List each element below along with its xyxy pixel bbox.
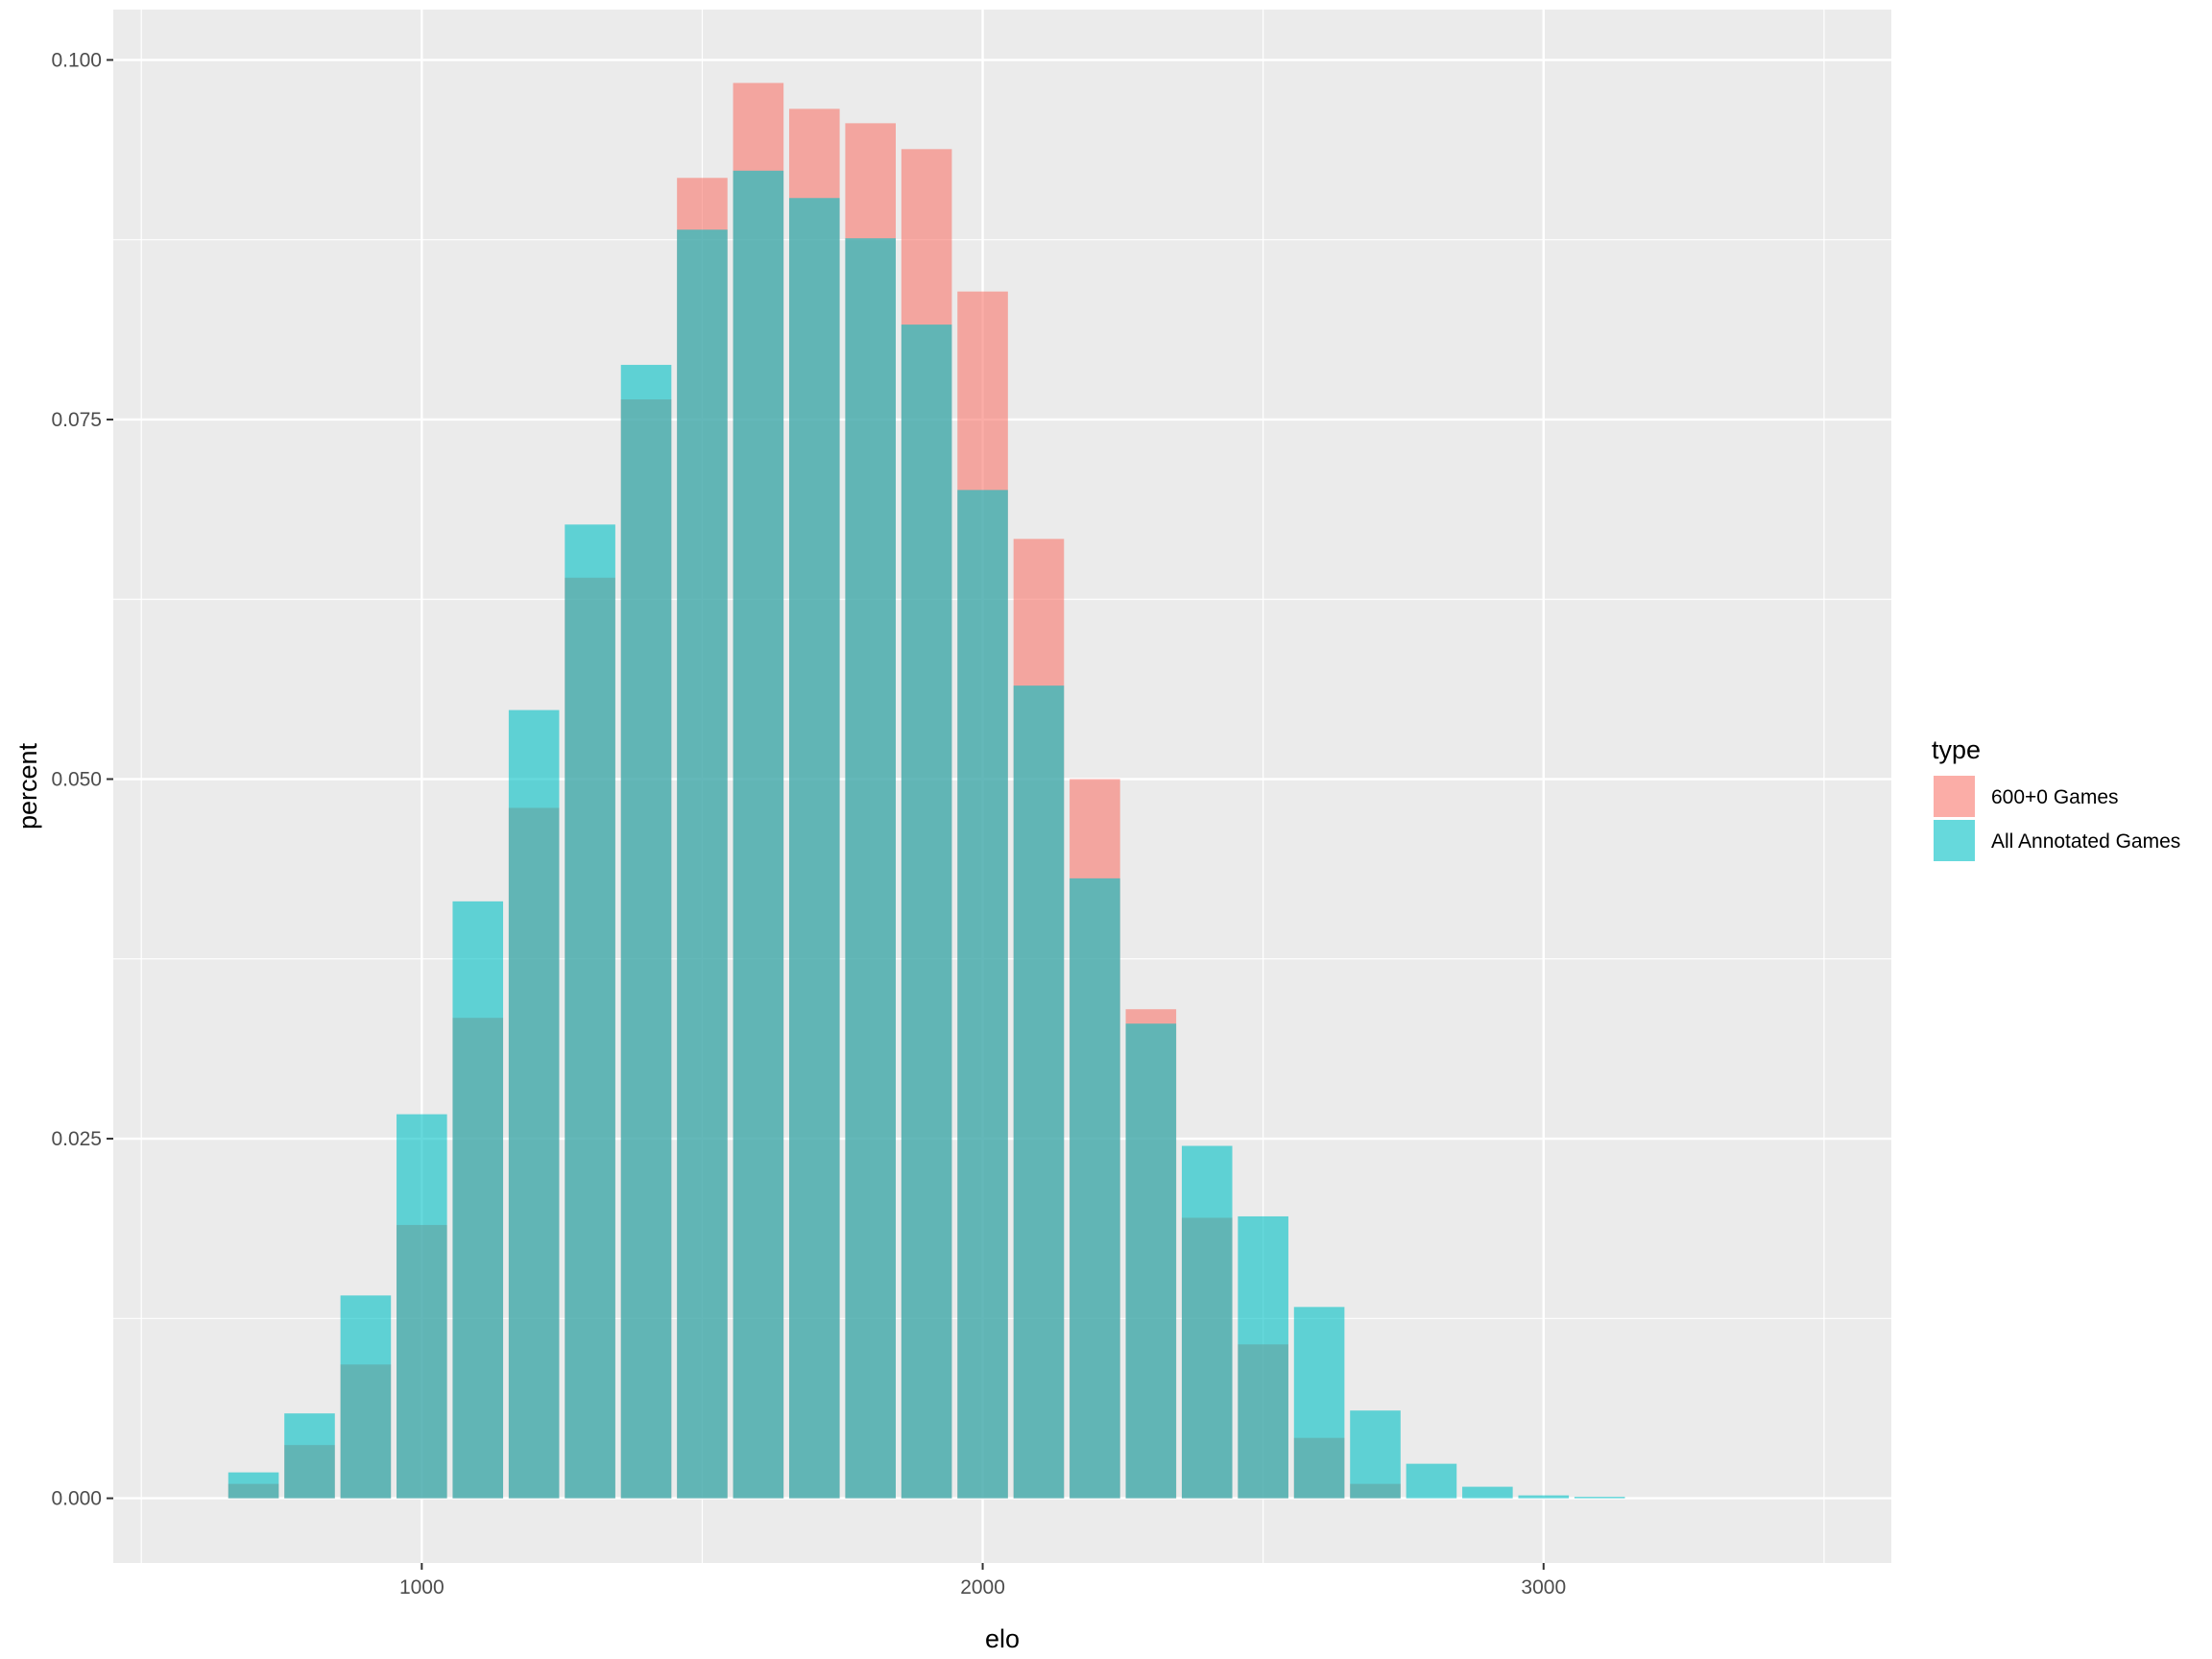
legend-key-all-annotated-games bbox=[1934, 820, 1975, 861]
x-tick-label: 2000 bbox=[960, 1576, 1005, 1599]
series-all-annotated-games bbox=[228, 170, 1625, 1499]
x-tick-label: 3000 bbox=[1521, 1576, 1566, 1599]
bar-all-annotated-games-3100 bbox=[1574, 1497, 1625, 1499]
legend-label-all-annotated-games: All Annotated Games bbox=[1991, 830, 2180, 853]
y-axis: 0.000 0.025 0.050 0.075 0.100 bbox=[51, 49, 113, 1510]
bar-all-annotated-games-2800 bbox=[1406, 1463, 1457, 1499]
bar-all-annotated-games-2400 bbox=[1181, 1145, 1233, 1499]
x-axis: 1000 2000 3000 bbox=[399, 1563, 1566, 1599]
bar-all-annotated-games-1100 bbox=[452, 901, 504, 1499]
y-tick-label: 0.050 bbox=[51, 769, 102, 791]
bar-all-annotated-games-1400 bbox=[620, 365, 672, 1499]
x-tick-label: 1000 bbox=[399, 1576, 445, 1599]
y-tick-label: 0.000 bbox=[51, 1488, 102, 1510]
bar-all-annotated-games-2500 bbox=[1238, 1215, 1288, 1499]
bar-all-annotated-games-2100 bbox=[1013, 685, 1065, 1499]
legend: type 600+0 Games All Annotated Games bbox=[1932, 735, 2180, 861]
bar-all-annotated-games-2200 bbox=[1070, 878, 1120, 1499]
bar-all-annotated-games-900 bbox=[340, 1295, 392, 1499]
bar-all-annotated-games-2600 bbox=[1293, 1307, 1345, 1499]
bar-all-annotated-games-2700 bbox=[1350, 1410, 1401, 1499]
legend-label-600-0-games: 600+0 Games bbox=[1991, 786, 2119, 808]
bar-all-annotated-games-1900 bbox=[901, 325, 952, 1499]
bar-all-annotated-games-700 bbox=[228, 1472, 279, 1499]
y-tick-label: 0.075 bbox=[51, 409, 102, 431]
bar-all-annotated-games-1700 bbox=[788, 198, 840, 1499]
y-tick-label: 0.025 bbox=[51, 1128, 102, 1150]
bar-all-annotated-games-1500 bbox=[677, 229, 728, 1499]
bar-all-annotated-games-2900 bbox=[1462, 1486, 1513, 1499]
bar-all-annotated-games-1300 bbox=[565, 524, 615, 1499]
x-axis-title: elo bbox=[985, 1624, 1020, 1653]
bar-all-annotated-games-1800 bbox=[845, 238, 896, 1499]
bar-all-annotated-games-1600 bbox=[733, 170, 784, 1499]
bar-all-annotated-games-2000 bbox=[957, 490, 1008, 1499]
bar-all-annotated-games-1200 bbox=[508, 709, 560, 1499]
bar-all-annotated-games-800 bbox=[284, 1413, 335, 1499]
bar-all-annotated-games-3000 bbox=[1518, 1495, 1570, 1499]
bar-all-annotated-games-1000 bbox=[397, 1114, 447, 1499]
bar-all-annotated-games-2300 bbox=[1125, 1023, 1177, 1499]
legend-title: type bbox=[1932, 735, 1981, 764]
legend-key-600-0-games bbox=[1934, 776, 1975, 817]
y-axis-title: percent bbox=[13, 742, 42, 830]
y-tick-label: 0.100 bbox=[51, 49, 102, 71]
